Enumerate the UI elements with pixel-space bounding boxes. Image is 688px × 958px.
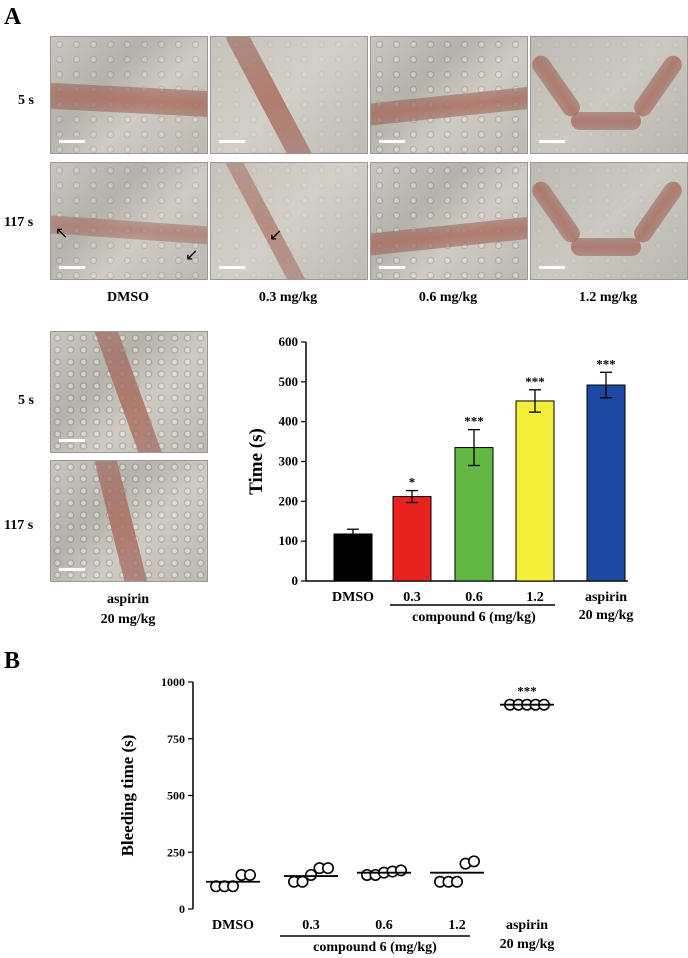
data-point (503, 698, 516, 711)
group-label: compound 6 (mg/kg) (412, 610, 536, 625)
bar (392, 496, 432, 582)
bar (515, 400, 555, 582)
x-tick-label: 0.3 (403, 590, 421, 605)
panel-letter-a: A (4, 4, 22, 30)
scatter-x-tick-label: aspirin (506, 918, 548, 933)
scatter-x-tick-label: 0.3 (302, 918, 320, 933)
scatter-y-tick-label: 0 (179, 902, 185, 916)
data-point (467, 855, 480, 868)
x-tick-label-line2: 20 mg/kg (579, 608, 634, 623)
row-label-5s: 5 s (18, 93, 34, 108)
significance-label: *** (464, 414, 484, 429)
data-point (369, 868, 382, 881)
data-point (313, 862, 326, 875)
bar (333, 533, 373, 582)
column-label-0.3: 0.3 mg/kg (258, 290, 318, 305)
panel-letter-b: B (4, 648, 21, 674)
aspirin-label-line2: 20 mg/kg (100, 612, 156, 627)
micrograph-dmso-117s: ↖ ↙ (50, 162, 208, 280)
micrograph-0.6-5s (370, 36, 528, 154)
data-point (442, 875, 455, 888)
scatter-x-tick-label: DMSO (212, 918, 254, 933)
column-label-dmso: DMSO (107, 290, 149, 305)
data-point (537, 698, 550, 711)
data-point (386, 865, 399, 878)
aspirin-label-line1: aspirin (106, 592, 149, 607)
data-point (218, 880, 231, 893)
scale-bar (219, 266, 245, 269)
data-point (296, 875, 309, 888)
aspirin-row-label-117s: 117 s (4, 518, 34, 533)
scatter-y-tick-label: 500 (167, 789, 185, 803)
x-tick-label: aspirin (585, 590, 627, 605)
micrograph-dmso-5s (50, 36, 208, 154)
data-point (235, 868, 248, 881)
scatter-significance-label: *** (517, 684, 537, 699)
scale-bar (539, 266, 565, 269)
scale-bar (539, 140, 565, 143)
bar (454, 447, 494, 582)
y-tick-label: 100 (279, 533, 299, 548)
y-tick-label: 200 (279, 493, 299, 508)
aspirin-label: aspirin 20 mg/kg (48, 590, 208, 630)
data-point (304, 868, 317, 881)
y-tick-label: 0 (292, 573, 299, 588)
data-point (377, 866, 390, 879)
bar (586, 384, 626, 582)
scatter-y-tick-label: 250 (167, 845, 185, 859)
column-label-0.6: 0.6 mg/kg (418, 290, 478, 305)
y-tick-label: 600 (279, 334, 299, 349)
arrow-icon: ↙ (269, 225, 283, 244)
micrograph-1.2-117s (530, 162, 688, 280)
x-tick-label: 0.6 (465, 590, 483, 605)
data-point (529, 698, 542, 711)
data-point (321, 862, 334, 875)
data-point (360, 868, 373, 881)
data-point (287, 875, 300, 888)
data-point (450, 875, 463, 888)
data-point (394, 864, 407, 877)
data-point (459, 857, 472, 870)
data-point (227, 880, 240, 893)
y-tick-label: 400 (279, 414, 299, 429)
row-label-117s: 117 s (4, 215, 34, 230)
aspirin-row-label-5s: 5 s (18, 393, 34, 408)
data-point (210, 880, 223, 893)
x-tick-label: 1.2 (526, 590, 544, 605)
significance-label: *** (525, 374, 545, 389)
y-tick-label: 300 (279, 454, 299, 469)
scale-bar (219, 140, 245, 143)
micrograph-0.3-5s (210, 36, 368, 154)
micrograph-0.3-117s: ↙ (210, 162, 368, 280)
scale-bar (59, 568, 85, 571)
significance-label: * (409, 475, 416, 490)
data-point (433, 875, 446, 888)
significance-label: *** (596, 356, 616, 371)
micrograph-aspirin-5s (50, 331, 208, 453)
column-label-1.2: 1.2 mg/kg (578, 290, 638, 305)
scatter-x-tick-label-line2: 20 mg/kg (500, 937, 555, 952)
scale-bar (379, 266, 405, 269)
y-axis-label: Time (s) (246, 428, 267, 495)
y-tick-label: 500 (279, 374, 299, 389)
scale-bar (59, 439, 85, 442)
scatter-y-tick-label: 1000 (161, 675, 185, 689)
arrow-icon: ↙ (185, 245, 199, 264)
scale-bar (59, 266, 85, 269)
micrograph-0.6-117s (370, 162, 528, 280)
data-point (520, 698, 533, 711)
scatter-y-tick-label: 750 (167, 732, 185, 746)
scatter-y-axis-label: Bleeding time (s) (118, 735, 137, 857)
data-point (244, 868, 257, 881)
x-tick-label: DMSO (332, 590, 374, 605)
scale-bar (379, 140, 405, 143)
scatter-group-label: compound 6 (mg/kg) (313, 940, 437, 955)
micrograph-aspirin-117s (50, 460, 208, 582)
arrow-icon: ↖ (55, 223, 69, 242)
scale-bar (59, 140, 85, 143)
scatter-x-tick-label: 0.6 (375, 918, 393, 933)
data-point (512, 698, 525, 711)
micrograph-1.2-5s (530, 36, 688, 154)
scatter-x-tick-label: 1.2 (448, 918, 466, 933)
